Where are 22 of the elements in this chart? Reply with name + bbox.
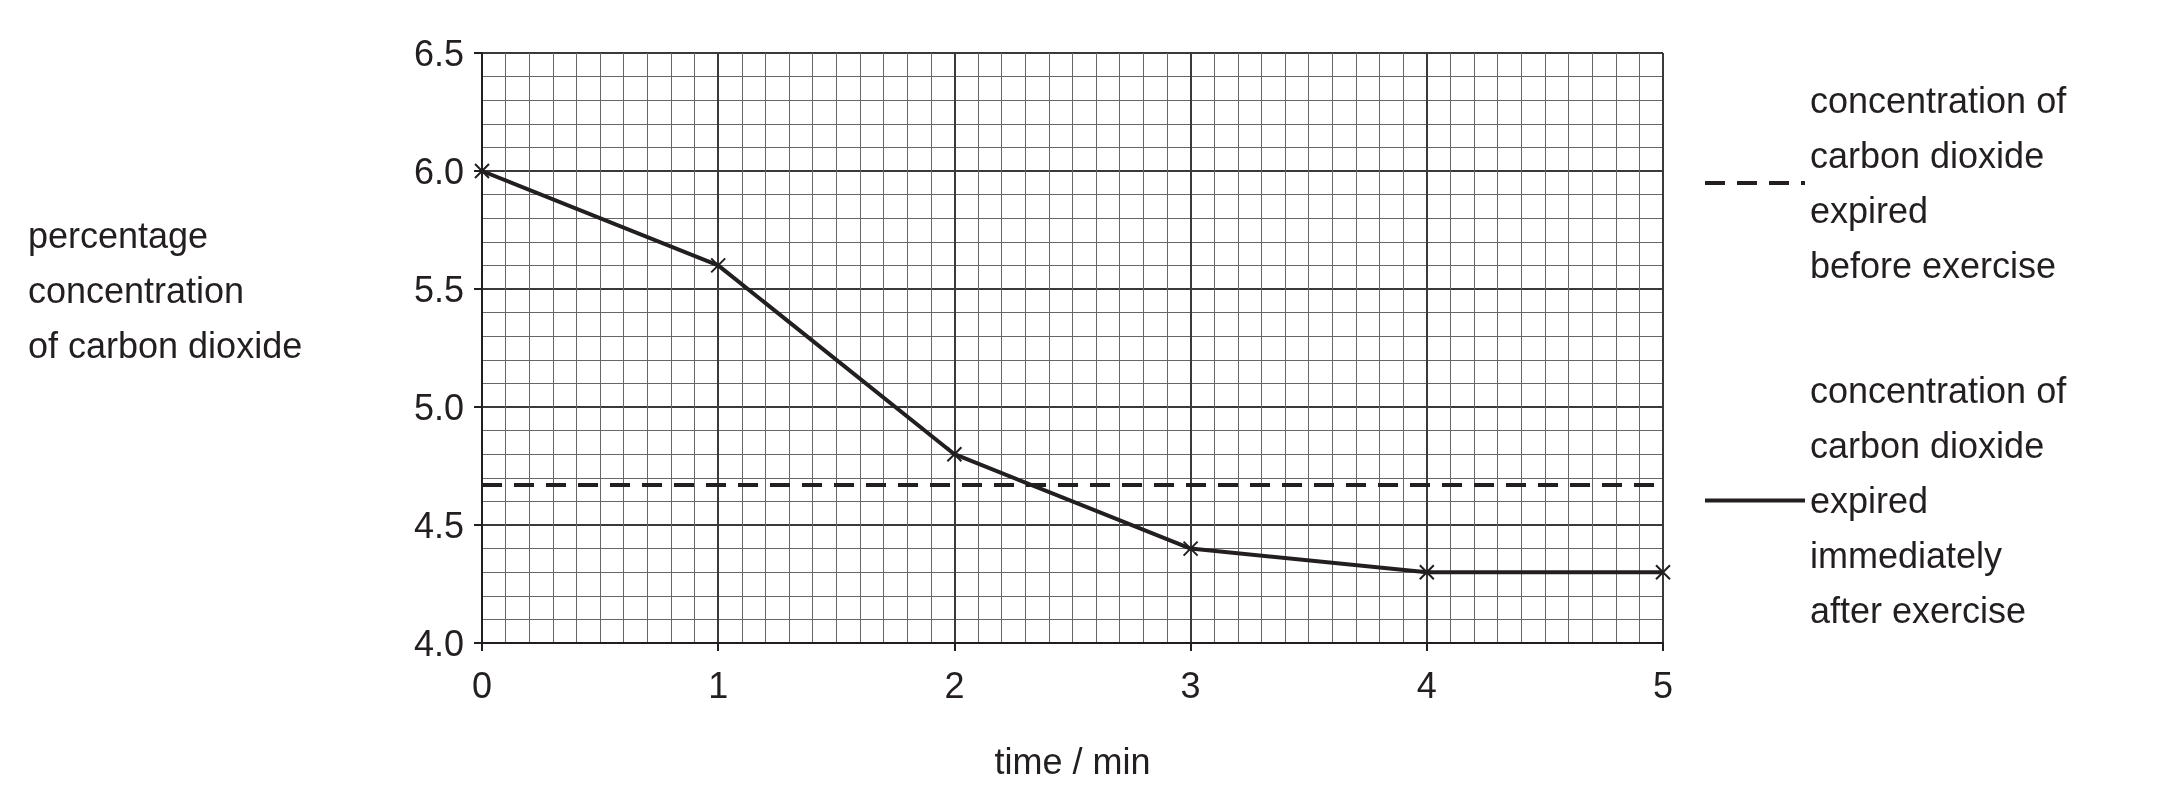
y-tick-label: 5.5 xyxy=(413,268,464,310)
x-tick-label: 4 xyxy=(1416,664,1437,706)
y-tick-label: 6.0 xyxy=(413,150,464,192)
x-tick-label: 2 xyxy=(944,664,965,706)
point xyxy=(1655,564,1671,581)
point xyxy=(710,257,727,274)
y-tick-label: 4.0 xyxy=(413,622,464,664)
y-axis-title: percentage concentration of carbon dioxide xyxy=(28,215,303,366)
y-tick-label: 6.5 xyxy=(413,32,464,74)
x-tick-label: 0 xyxy=(471,664,493,706)
x-tick-label: 1 xyxy=(708,664,729,706)
point xyxy=(474,163,490,179)
point xyxy=(946,446,963,463)
x-tick-label: 3 xyxy=(1180,664,1201,706)
legend-label: concentration of carbon dioxide expired immediately after exercise xyxy=(1810,370,2068,631)
point xyxy=(1182,540,1199,557)
y-tick-label: 5.0 xyxy=(413,386,464,428)
y-tick-label: 4.5 xyxy=(413,504,464,546)
x-axis-title: time / min xyxy=(994,740,1151,782)
x-tick-label: 5 xyxy=(1652,664,1674,706)
legend-label: concentration of carbon dioxide expired before exercise xyxy=(1810,80,2068,286)
point xyxy=(1418,564,1435,581)
